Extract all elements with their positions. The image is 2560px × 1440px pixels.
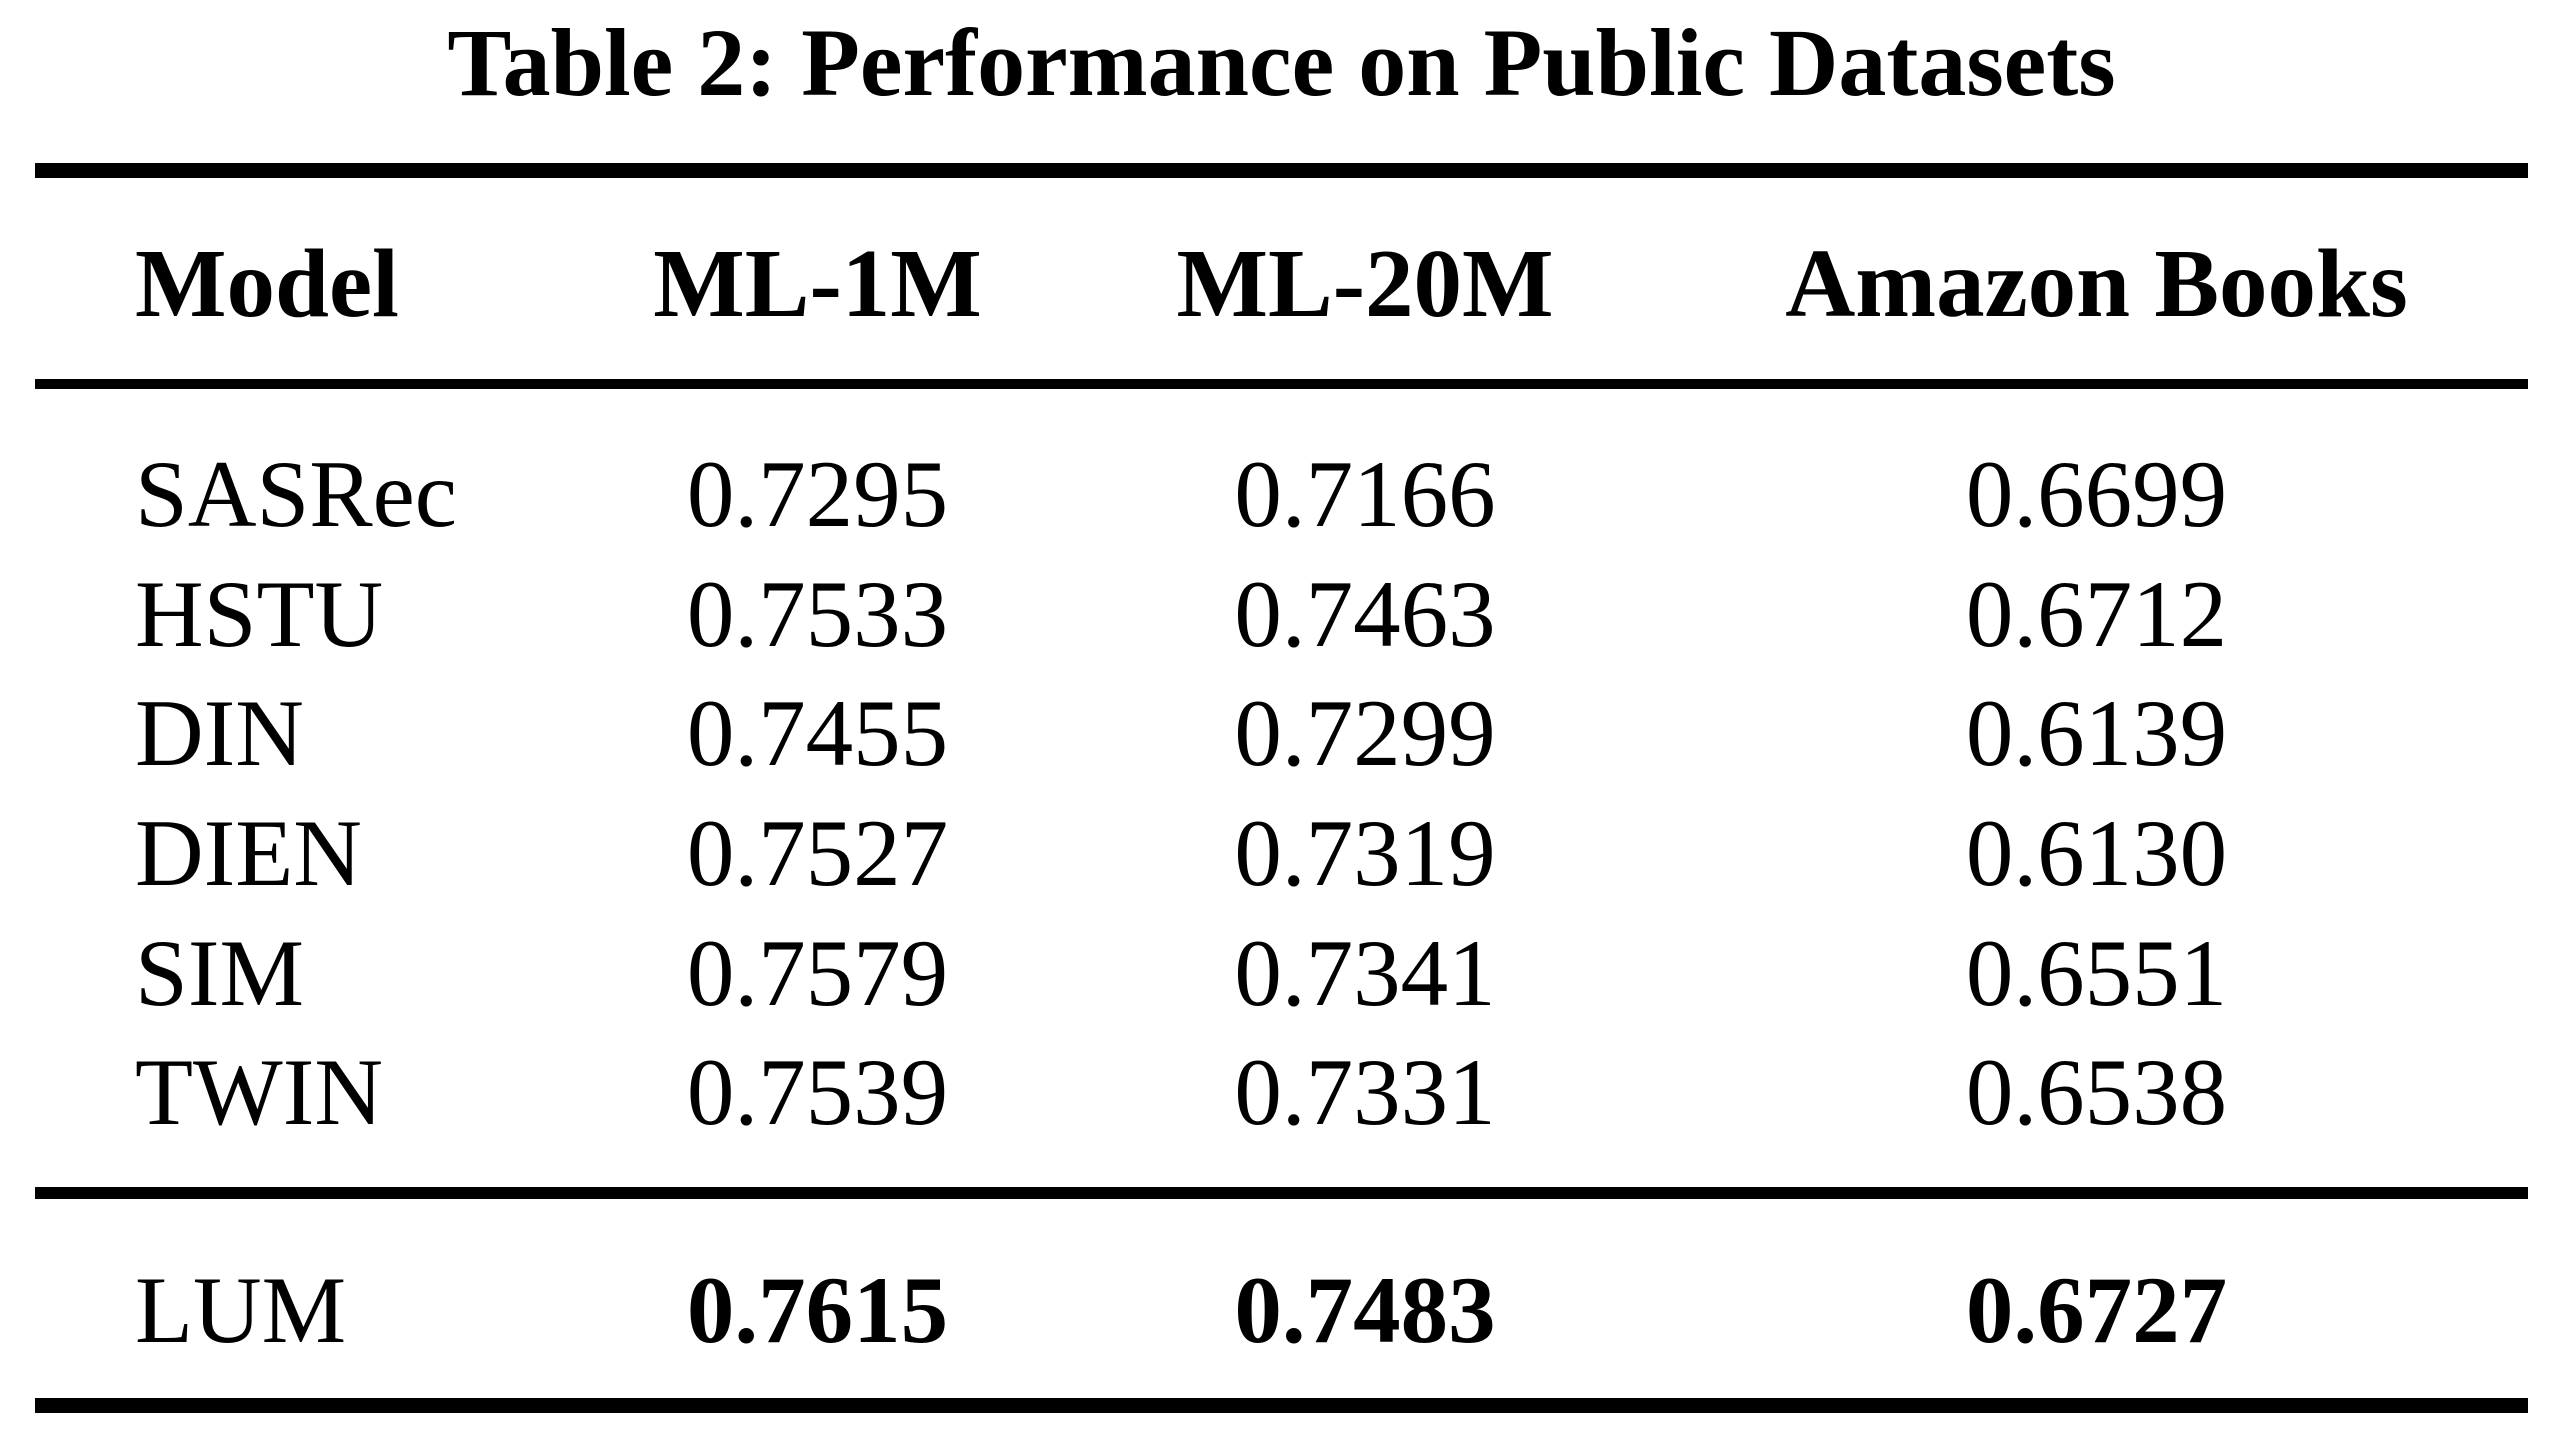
metric-value: 0.6727	[1965, 1257, 2228, 1363]
metric-value: 0.6538	[1965, 1039, 2228, 1146]
metric-value: 0.7166	[1234, 440, 1496, 547]
metric-value: 0.6699	[1965, 440, 2228, 547]
highlight-rule	[35, 1187, 2528, 1199]
column-header-amazon-books: Amazon Books	[1785, 230, 2408, 337]
model-name: DIN	[135, 680, 304, 787]
metric-value: 0.7533	[686, 560, 949, 667]
metric-value: 0.7579	[686, 919, 949, 1026]
metric-value: 0.7463	[1234, 560, 1496, 667]
table-row: SIM 0.7579 0.7341 0.6551	[35, 913, 2528, 1033]
metric-value: 0.6130	[1965, 799, 2228, 906]
column-header-model: Model	[135, 230, 400, 337]
metric-value: 0.7527	[686, 799, 949, 906]
metric-value: 0.6551	[1965, 919, 2228, 1026]
header-rule	[35, 379, 2528, 389]
metric-value: 0.7299	[1234, 680, 1496, 787]
metric-value: 0.7341	[1234, 919, 1496, 1026]
model-name: LUM	[135, 1257, 347, 1363]
metric-value: 0.7319	[1234, 799, 1496, 906]
column-header-ml-1m: ML-1M	[653, 230, 982, 337]
metric-value: 0.7455	[686, 680, 949, 787]
model-name: DIEN	[135, 799, 362, 906]
highlight-row-lum: LUM 0.7615 0.7483 0.6727	[35, 1250, 2528, 1370]
model-name: HSTU	[135, 560, 384, 667]
table-row: SASRec 0.7295 0.7166 0.6699	[35, 434, 2528, 554]
table-body: SASRec 0.7295 0.7166 0.6699 HSTU 0.7533 0.7463…	[35, 434, 2528, 1152]
table-caption: Table 2: Performance on Public Datasets	[447, 9, 2116, 116]
table-row: HSTU 0.7533 0.7463 0.6712	[35, 554, 2528, 674]
top-rule	[35, 163, 2528, 178]
bottom-rule	[35, 1398, 2528, 1413]
metric-value: 0.7483	[1234, 1257, 1496, 1363]
model-name: SASRec	[135, 440, 457, 547]
model-name: SIM	[135, 919, 304, 1026]
metric-value: 0.7295	[686, 440, 949, 547]
column-header-ml-20m: ML-20M	[1176, 230, 1554, 337]
metric-value: 0.7331	[1234, 1039, 1496, 1146]
metric-value: 0.6712	[1965, 560, 2228, 667]
table-row: DIEN 0.7527 0.7319 0.6130	[35, 793, 2528, 913]
table-header-row: Model ML-1M ML-20M Amazon Books	[35, 178, 2528, 379]
metric-value: 0.7539	[686, 1039, 949, 1146]
table-row: DIN 0.7455 0.7299 0.6139	[35, 673, 2528, 793]
table-row: TWIN 0.7539 0.7331 0.6538	[35, 1032, 2528, 1152]
metric-value: 0.6139	[1965, 680, 2228, 787]
model-name: TWIN	[135, 1039, 383, 1146]
metric-value: 0.7615	[686, 1257, 949, 1363]
